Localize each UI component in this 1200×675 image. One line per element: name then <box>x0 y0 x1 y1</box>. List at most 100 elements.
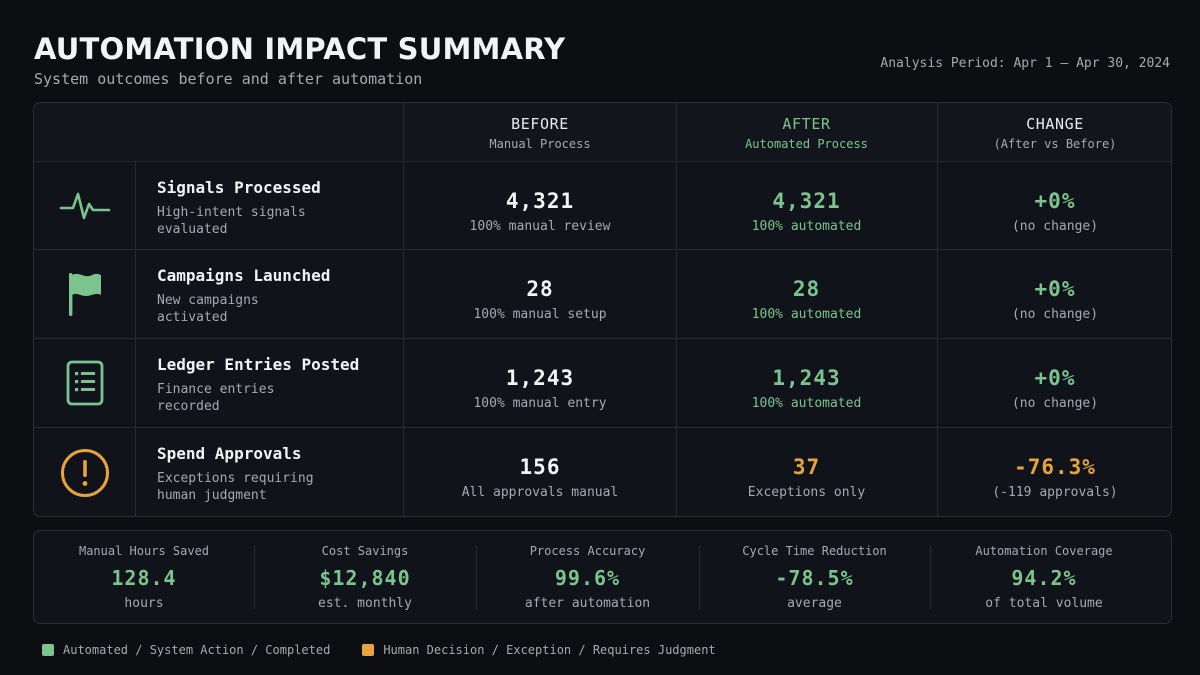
stat-sub: of total volume <box>985 596 1103 611</box>
row-title: Spend Approvals <box>157 444 302 463</box>
orange-swatch-icon <box>362 644 375 656</box>
column-header-change: CHANGE (After vs Before) <box>937 103 1171 161</box>
stat-label: Process Accuracy <box>529 544 646 558</box>
before-sub: 100% manual review <box>469 219 611 234</box>
before-value: 1,243 <box>505 366 575 390</box>
row-description: Exceptions requiring human judgment <box>157 471 314 503</box>
column-divider <box>676 103 677 516</box>
stat-cost-savings: Cost Savings $12,840 est. monthly <box>254 531 476 623</box>
change-sub: (-119 approvals) <box>992 485 1118 500</box>
stat-value: 128.4 <box>111 566 177 590</box>
analysis-period: Analysis Period: Apr 1 – Apr 30, 2024 <box>880 56 1170 71</box>
stat-sub: average <box>787 596 842 611</box>
after-cell: 4,321 100% automated <box>676 162 937 249</box>
change-sub: (no change) <box>1011 219 1099 234</box>
stat-divider <box>476 545 477 609</box>
column-change-title: CHANGE <box>1026 115 1084 133</box>
row-label: Signals Processed High-intent signals ev… <box>135 162 404 249</box>
stat-manual-hours-saved: Manual Hours Saved 128.4 hours <box>34 531 254 623</box>
before-cell: 4,321 100% manual review <box>404 162 676 249</box>
green-swatch-icon <box>42 644 54 656</box>
change-sub: (no change) <box>1011 307 1099 322</box>
legend: Automated / System Action / Completed Hu… <box>42 643 716 657</box>
column-before-title: BEFORE <box>511 115 569 133</box>
table-header-row: BEFORE Manual Process AFTER Automated Pr… <box>34 103 1171 161</box>
before-sub: 100% manual entry <box>473 396 607 411</box>
after-sub: 100% automated <box>751 396 862 411</box>
stat-value: -78.5% <box>775 566 854 590</box>
stat-sub: after automation <box>524 596 651 611</box>
change-value: +0% <box>1034 189 1076 213</box>
column-header-before: BEFORE Manual Process <box>404 103 676 161</box>
change-cell: +0% (no change) <box>937 162 1171 249</box>
stat-automation-coverage: Automation Coverage 94.2% of total volum… <box>930 531 1158 623</box>
column-after-sub: Automated Process <box>745 137 868 151</box>
change-cell: +0% (no change) <box>937 339 1171 427</box>
column-header-after: AFTER Automated Process <box>676 103 937 161</box>
stat-divider <box>930 545 931 609</box>
stat-divider <box>699 545 700 609</box>
after-value: 4,321 <box>772 189 841 213</box>
change-value: +0% <box>1034 277 1076 301</box>
change-value: -76.3% <box>1014 455 1096 479</box>
legend-human-label: Human Decision / Exception / Requires Ju… <box>383 643 716 657</box>
stat-cycle-time-reduction: Cycle Time Reduction -78.5% average <box>699 531 930 623</box>
page-subtitle: System outcomes before and after automat… <box>34 70 423 88</box>
before-value: 156 <box>519 455 561 479</box>
row-title: Signals Processed <box>157 178 321 197</box>
after-sub: 100% automated <box>751 307 862 322</box>
after-cell: 1,243 100% automated <box>676 339 937 427</box>
row-description: New campaigns activated <box>157 293 259 325</box>
after-cell: 28 100% automated <box>676 250 937 338</box>
stat-value: 94.2% <box>1011 566 1077 590</box>
before-cell: 1,243 100% manual entry <box>404 339 676 427</box>
ledger-icon <box>34 339 135 427</box>
stat-value: 99.6% <box>554 566 621 590</box>
alert-icon <box>34 428 135 516</box>
stat-label: Cost Savings <box>321 544 409 558</box>
stat-sub: est. monthly <box>318 596 412 611</box>
stat-label: Cycle Time Reduction <box>742 544 887 558</box>
after-value: 1,243 <box>772 366 841 390</box>
row-description: Finance entries recorded <box>157 382 275 414</box>
change-cell: +0% (no change) <box>937 250 1171 338</box>
change-value: +0% <box>1034 366 1076 390</box>
before-value: 4,321 <box>505 189 575 213</box>
row-label: Spend Approvals Exceptions requiring hum… <box>135 428 404 516</box>
table-row: Spend Approvals Exceptions requiring hum… <box>34 427 1171 516</box>
stat-value: $12,840 <box>319 566 411 590</box>
column-divider <box>135 161 136 516</box>
legend-item-human: Human Decision / Exception / Requires Ju… <box>362 643 716 657</box>
row-title: Campaigns Launched <box>157 266 331 285</box>
before-cell: 156 All approvals manual <box>404 428 676 516</box>
row-label: Campaigns Launched New campaigns activat… <box>135 250 404 338</box>
after-value: 28 <box>792 277 821 301</box>
change-cell: -76.3% (-119 approvals) <box>937 428 1171 516</box>
summary-stats-panel: Manual Hours Saved 128.4 hours Cost Savi… <box>33 530 1172 624</box>
pulse-icon <box>34 162 135 249</box>
table-row: Signals Processed High-intent signals ev… <box>34 161 1171 249</box>
stat-label: Automation Coverage <box>975 544 1113 558</box>
after-cell: 37 Exceptions only <box>676 428 937 516</box>
column-change-sub: (After vs Before) <box>993 137 1117 151</box>
legend-automated-label: Automated / System Action / Completed <box>63 643 331 657</box>
column-before-sub: Manual Process <box>489 137 591 151</box>
change-sub: (no change) <box>1011 396 1099 411</box>
impact-table: BEFORE Manual Process AFTER Automated Pr… <box>33 102 1172 517</box>
row-label: Ledger Entries Posted Finance entries re… <box>135 339 404 427</box>
column-divider <box>937 103 938 516</box>
page-title: AUTOMATION IMPACT SUMMARY <box>34 32 566 66</box>
before-value: 28 <box>526 277 554 301</box>
before-sub: All approvals manual <box>461 485 619 500</box>
before-sub: 100% manual setup <box>473 307 607 322</box>
column-divider <box>403 103 404 516</box>
column-after-title: AFTER <box>782 115 831 133</box>
table-row: Campaigns Launched New campaigns activat… <box>34 249 1171 338</box>
row-description: High-intent signals evaluated <box>157 205 306 237</box>
before-cell: 28 100% manual setup <box>404 250 676 338</box>
flag-icon <box>34 250 135 338</box>
table-row: Ledger Entries Posted Finance entries re… <box>34 338 1171 427</box>
legend-item-automated: Automated / System Action / Completed <box>42 643 330 657</box>
stat-sub: hours <box>124 596 164 611</box>
stat-divider <box>254 545 255 609</box>
